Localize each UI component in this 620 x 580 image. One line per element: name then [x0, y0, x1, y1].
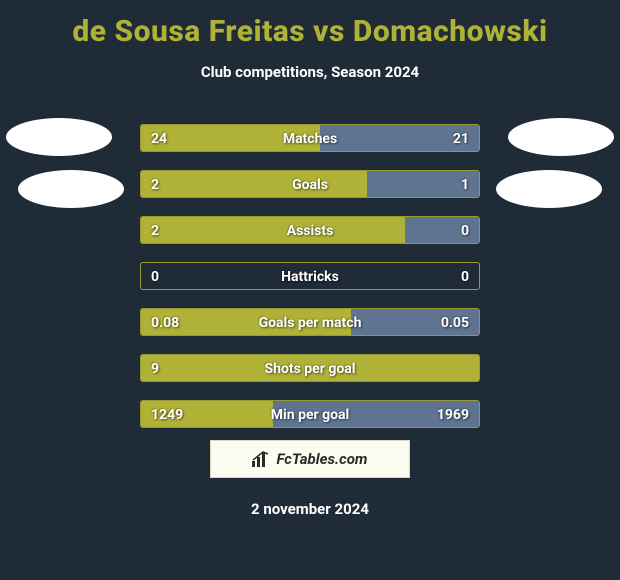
stat-label: Matches: [141, 125, 479, 152]
stat-label: Goals per match: [141, 309, 479, 336]
chart-icon: [252, 451, 270, 467]
page-subtitle: Club competitions, Season 2024: [0, 63, 620, 81]
player-right-avatar-1: [508, 118, 614, 156]
player-right-avatar-2: [496, 170, 602, 208]
stat-label: Min per goal: [141, 401, 479, 428]
stat-row: 12491969Min per goal: [140, 400, 480, 428]
date-label: 2 november 2024: [0, 500, 620, 518]
fctables-logo: FcTables.com: [210, 440, 410, 478]
player-left-avatar-1: [6, 118, 112, 156]
stat-label: Hattricks: [141, 263, 479, 290]
stat-label: Shots per goal: [141, 355, 479, 382]
stat-row: 2421Matches: [140, 124, 480, 152]
stat-row: 21Goals: [140, 170, 480, 198]
stat-row: 9Shots per goal: [140, 354, 480, 382]
logo-text: FcTables.com: [276, 450, 367, 468]
player-left-avatar-2: [18, 170, 124, 208]
stat-label: Goals: [141, 171, 479, 198]
stat-label: Assists: [141, 217, 479, 244]
stat-row: 0.080.05Goals per match: [140, 308, 480, 336]
stat-row: 20Assists: [140, 216, 480, 244]
stat-row: 00Hattricks: [140, 262, 480, 290]
page-title: de Sousa Freitas vs Domachowski: [0, 0, 620, 49]
comparison-bars: 2421Matches 21Goals 20Assists 00Hattricks 0.…: [140, 124, 480, 446]
